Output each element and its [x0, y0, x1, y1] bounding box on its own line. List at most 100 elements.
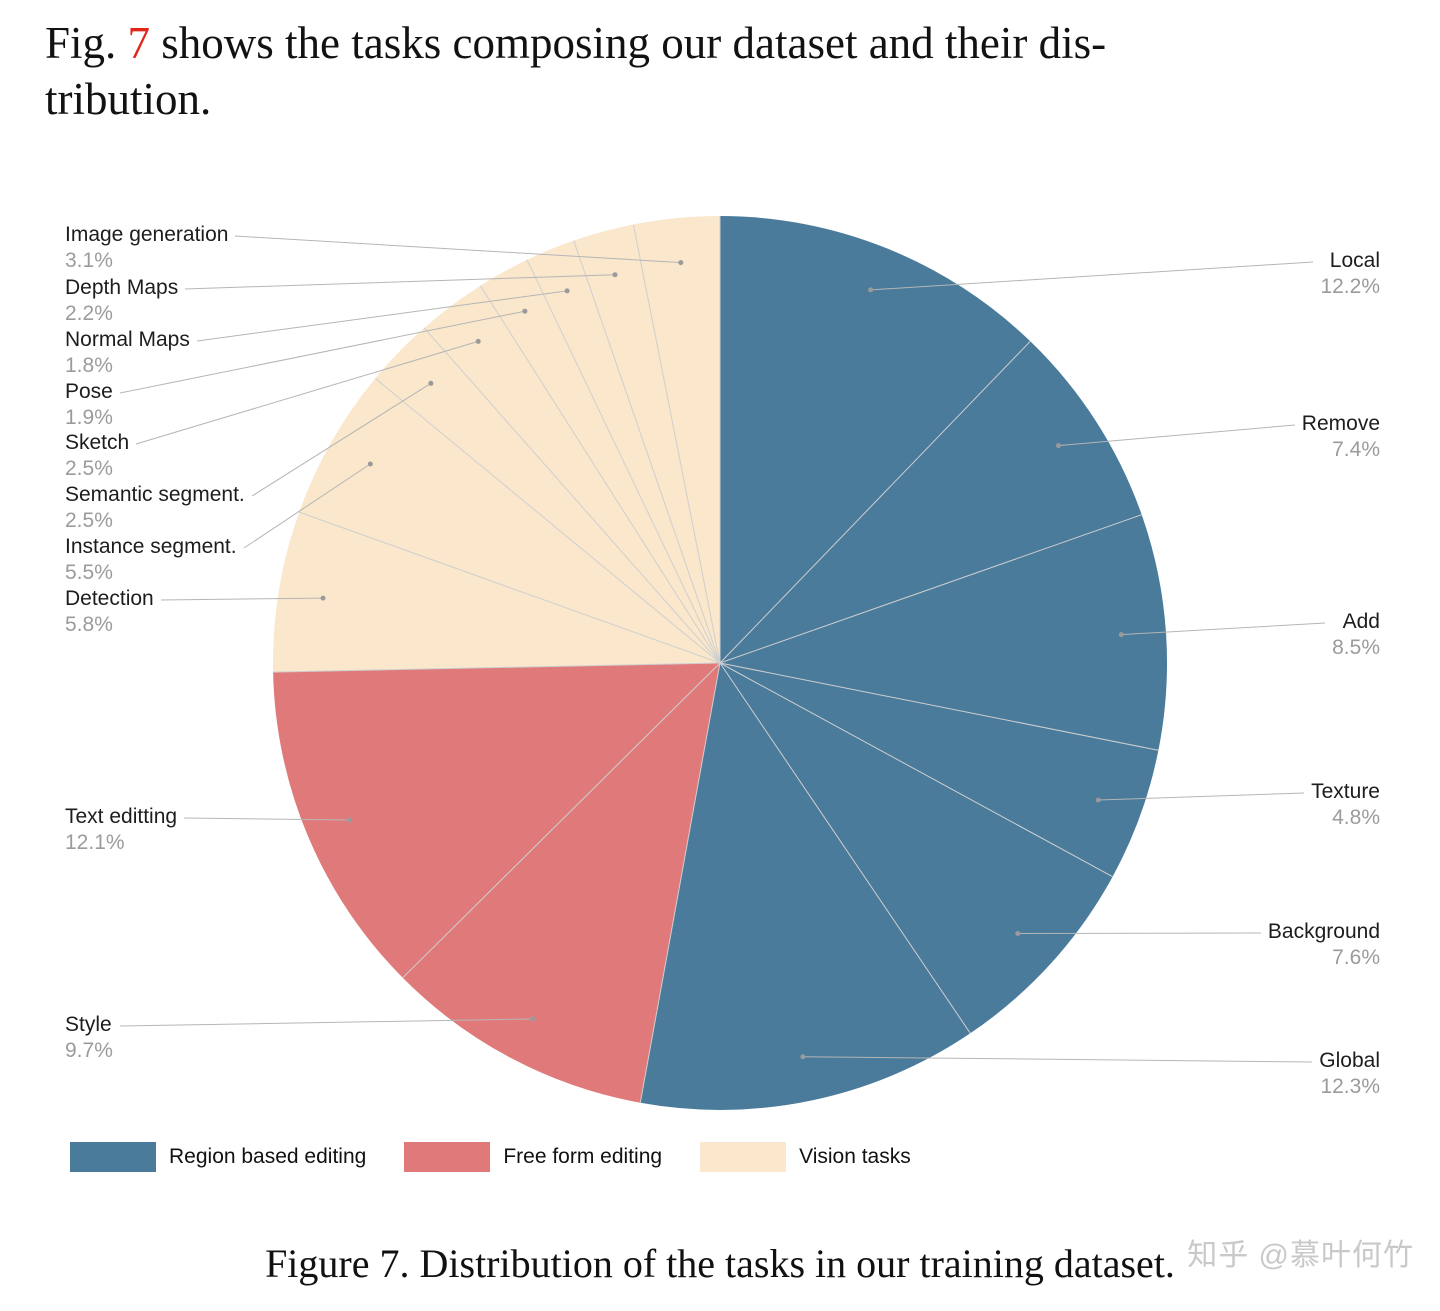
slice-label-name: Background — [1267, 920, 1380, 943]
slice-divider — [719, 340, 1031, 664]
slice-label-name: Local — [1329, 249, 1380, 272]
slice-label-name: Image generation — [65, 223, 229, 246]
leader-line — [870, 261, 1314, 291]
leader-dot — [320, 595, 326, 601]
slice-label-pct: 2.5% — [65, 457, 113, 480]
leader-line — [119, 310, 525, 394]
pie-slice-depth-maps — [573, 224, 720, 663]
pie-slice-local — [720, 216, 1031, 663]
slice-divider — [573, 240, 721, 664]
slice-label-pct: 12.3% — [1320, 1075, 1380, 1098]
pie-slice-pose — [480, 259, 720, 663]
pie-slice-texture — [720, 663, 1159, 877]
slice-label-detection: Detection 5.8% — [65, 586, 154, 638]
legend-swatch — [404, 1142, 491, 1172]
leader-line — [183, 817, 350, 821]
pie-slice-add — [720, 514, 1168, 751]
slice-label-semantic-segment: Semantic segment. 2.5% — [65, 482, 245, 534]
slice-divider — [719, 662, 971, 1034]
intro-prefix: Fig. — [45, 18, 128, 68]
slice-label-name: Normal Maps — [65, 328, 190, 351]
slice-divider — [719, 662, 1159, 751]
slice-label-name: Style — [65, 1013, 112, 1036]
legend-label: Vision tasks — [799, 1145, 911, 1168]
leader-line — [234, 235, 681, 264]
legend-item-region-based-editing: Region based editing — [70, 1142, 366, 1172]
slice-label-pct: 8.5% — [1332, 636, 1380, 659]
leader-line — [160, 597, 324, 601]
slice-label-pct: 12.2% — [1320, 275, 1380, 298]
pie-slice-global — [640, 663, 971, 1110]
slice-label-pct: 1.9% — [65, 406, 113, 429]
leader-dot — [678, 260, 684, 266]
legend-item-vision-tasks: Vision tasks — [700, 1142, 911, 1172]
leader-line — [1098, 792, 1305, 801]
slice-divider — [719, 662, 1113, 878]
pie-slice-detection — [273, 512, 720, 673]
pie-slice-remove — [720, 341, 1142, 663]
slice-divider — [402, 662, 721, 979]
slice-label-pct: 4.8% — [1332, 806, 1380, 829]
leader-dot — [475, 338, 481, 344]
legend-label: Region based editing — [169, 1145, 367, 1168]
leader-dot — [522, 308, 528, 314]
slice-label-pct: 5.5% — [65, 561, 113, 584]
slice-label-image-generation: Image generation 3.1% — [65, 222, 228, 274]
slice-label-add: Add 8.5% — [1332, 609, 1380, 661]
slice-label-name: Detection — [65, 587, 154, 610]
slice-label-instance-segment: Instance segment. 5.5% — [65, 534, 237, 586]
pie-slice-style — [402, 663, 720, 1103]
pie-slice-background — [720, 663, 1113, 1034]
slice-label-sketch: Sketch 2.5% — [65, 430, 129, 482]
slice-divider — [299, 511, 721, 664]
slice-label-pct: 2.5% — [65, 509, 113, 532]
slice-label-name: Instance segment. — [65, 535, 237, 558]
leader-line — [1017, 932, 1262, 934]
slice-label-texture: Texture 4.8% — [1311, 779, 1380, 831]
legend-swatch — [70, 1142, 156, 1172]
slice-label-name: Pose — [65, 380, 113, 403]
leader-line — [196, 290, 568, 342]
intro-paragraph: Fig. 7 shows the tasks composing our dat… — [45, 16, 1405, 128]
leader-line — [119, 1018, 533, 1027]
leader-dot — [428, 380, 434, 386]
slice-label-depth-maps: Depth Maps 2.2% — [65, 275, 178, 327]
slice-divider — [374, 378, 721, 664]
slice-label-name: Add — [1342, 610, 1380, 633]
leader-dot — [367, 461, 373, 467]
leader-dot — [612, 272, 618, 278]
leader-line — [184, 274, 616, 290]
leader-dot — [347, 817, 353, 823]
slice-divider — [526, 259, 721, 664]
slice-label-name: Sketch — [65, 431, 130, 454]
legend-label: Free form editing — [503, 1145, 663, 1168]
leader-dot — [1118, 632, 1124, 638]
leader-dot — [800, 1054, 806, 1060]
pie-slice-semantic-segment — [375, 327, 720, 663]
slice-label-name: Global — [1319, 1049, 1380, 1072]
pie-slice-text-editting — [273, 663, 720, 978]
legend: Region based editing Free form editing Vis… — [70, 1142, 911, 1172]
slice-label-pct: 3.1% — [65, 249, 113, 272]
slice-label-global: Global 12.3% — [1319, 1048, 1380, 1100]
slice-label-pose: Pose 1.9% — [65, 379, 113, 431]
leader-dot — [1095, 797, 1101, 803]
figure-reference-link[interactable]: 7 — [127, 18, 151, 68]
slice-label-name: Remove — [1301, 412, 1380, 435]
leader-line — [802, 1056, 1313, 1063]
slice-label-name: Text editting — [65, 805, 178, 828]
slice-label-text-editting: Text editting 12.1% — [65, 804, 177, 856]
slice-label-pct: 9.7% — [65, 1039, 113, 1062]
leader-dot — [564, 288, 570, 294]
intro-rest: shows the tasks composing our dataset an… — [45, 18, 1107, 124]
slice-divider — [639, 662, 721, 1103]
legend-swatch — [700, 1142, 787, 1172]
slice-label-name: Semantic segment. — [65, 483, 245, 506]
slice-label-pct: 1.8% — [65, 354, 113, 377]
legend-item-free-form-editing: Free form editing — [404, 1142, 662, 1172]
slice-label-name: Depth Maps — [65, 276, 179, 299]
slice-label-pct: 7.4% — [1332, 438, 1380, 461]
leader-line — [243, 463, 371, 549]
